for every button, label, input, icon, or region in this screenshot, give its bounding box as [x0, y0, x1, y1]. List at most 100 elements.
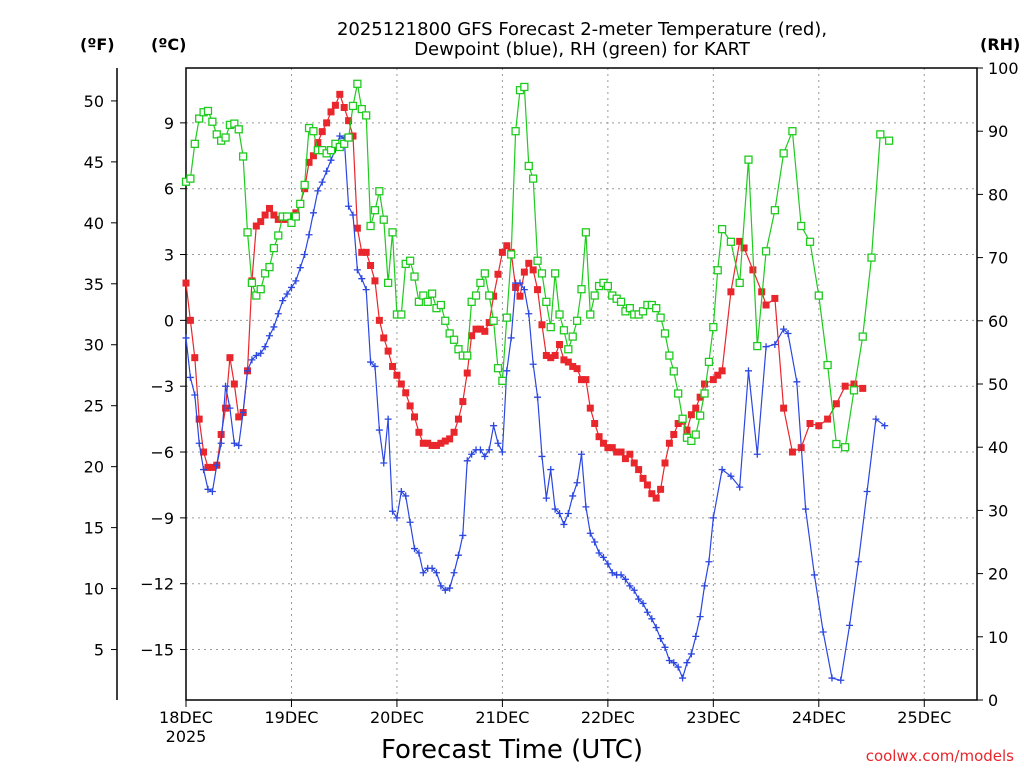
data-point: [287, 218, 296, 227]
fahrenheit-tick-label: 5: [94, 641, 104, 660]
data-point: [256, 285, 265, 294]
data-point: [643, 608, 651, 616]
data-point: [502, 313, 511, 322]
data-point: [726, 237, 736, 246]
data-point: [362, 248, 370, 256]
data-point: [819, 628, 827, 636]
data-point: [415, 428, 423, 436]
data-point: [616, 297, 626, 306]
data-point: [683, 426, 691, 434]
data-point: [217, 430, 225, 438]
rh-tick-label: 100: [988, 59, 1019, 78]
data-point: [305, 231, 313, 239]
data-point: [186, 316, 194, 324]
data-point: [573, 365, 581, 373]
data-point: [648, 615, 656, 623]
data-point: [200, 448, 208, 456]
data-point: [863, 488, 871, 496]
data-point: [230, 380, 238, 388]
data-point: [858, 332, 867, 341]
data-point: [687, 650, 695, 658]
data-point: [336, 132, 344, 140]
data-point: [503, 242, 511, 250]
data-point: [480, 269, 489, 278]
grid: [186, 68, 977, 700]
data-point: [529, 360, 537, 368]
data-point: [468, 450, 476, 458]
data-point: [498, 376, 507, 385]
data-point: [524, 161, 533, 171]
celsius-tick-label: 3: [164, 246, 174, 265]
data-point: [247, 278, 257, 288]
series-relative-humidity: [181, 79, 894, 452]
data-point: [274, 215, 282, 223]
data-point: [367, 358, 375, 366]
data-point: [687, 411, 695, 419]
data-point: [257, 218, 265, 226]
data-point: [709, 322, 718, 332]
data-point: [692, 404, 700, 412]
data-point: [547, 466, 555, 474]
data-point: [441, 316, 450, 325]
data-point: [538, 452, 546, 460]
rh-tick-label: 70: [988, 249, 1008, 268]
data-point: [780, 404, 788, 412]
data-point: [635, 595, 643, 603]
data-point: [415, 549, 423, 557]
data-point: [582, 376, 590, 384]
data-point: [397, 380, 405, 388]
celsius-tick-label: −3: [150, 377, 174, 396]
data-point: [243, 228, 252, 237]
data-point: [406, 402, 414, 410]
data-point: [450, 569, 458, 577]
data-point: [692, 632, 700, 640]
data-point: [471, 291, 481, 300]
data-point: [744, 155, 753, 164]
data-point: [591, 420, 599, 427]
data-point: [718, 367, 726, 375]
data-point: [586, 529, 594, 537]
fahrenheit-tick-label: 20: [84, 458, 104, 477]
data-point: [318, 128, 326, 136]
data-point: [639, 599, 647, 607]
celsius-ticks: −15 −12 −9 −6 −3 0 3 6 9: [140, 114, 186, 660]
data-point: [696, 393, 704, 401]
data-point: [485, 291, 494, 300]
data-point: [424, 439, 432, 447]
fahrenheit-tick-label: 10: [84, 580, 104, 599]
data-point: [345, 202, 353, 210]
data-point: [551, 505, 559, 513]
data-point: [591, 538, 599, 546]
data-point: [770, 206, 780, 215]
data-point: [617, 571, 625, 579]
data-point: [358, 248, 366, 256]
data-point: [859, 384, 867, 392]
data-point: [520, 286, 528, 294]
data-point: [498, 248, 506, 256]
data-point: [625, 304, 634, 313]
data-point: [380, 459, 388, 467]
data-point: [326, 146, 336, 155]
data-point: [411, 413, 419, 421]
data-point: [603, 281, 613, 291]
data-point: [669, 367, 678, 376]
data-point: [287, 213, 295, 221]
data-point: [542, 494, 550, 502]
data-point: [248, 356, 256, 364]
data-point: [238, 152, 248, 161]
data-point: [828, 674, 836, 682]
data-point: [832, 400, 840, 408]
data-point: [200, 466, 208, 474]
data-point: [186, 373, 194, 381]
time-tick-label: 18DEC: [159, 708, 213, 727]
data-point: [542, 351, 550, 359]
data-point: [449, 335, 459, 344]
data-point: [854, 558, 862, 566]
data-point: [318, 178, 326, 186]
data-point: [195, 415, 203, 423]
data-point: [652, 304, 661, 313]
data-point: [476, 325, 484, 333]
data-point: [265, 332, 273, 340]
series-group: [181, 79, 894, 684]
